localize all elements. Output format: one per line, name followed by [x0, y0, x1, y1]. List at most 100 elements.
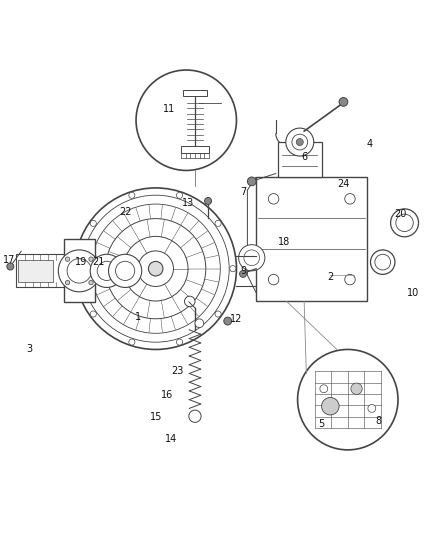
Polygon shape	[219, 257, 229, 269]
Circle shape	[58, 250, 100, 292]
Text: 14: 14	[165, 434, 177, 444]
Bar	[16, 254, 77, 287]
Circle shape	[345, 193, 355, 204]
Polygon shape	[166, 196, 178, 207]
Polygon shape	[133, 330, 145, 341]
Circle shape	[321, 398, 339, 415]
Circle shape	[339, 98, 348, 106]
Text: 4: 4	[367, 139, 373, 149]
Polygon shape	[217, 279, 228, 292]
Circle shape	[224, 317, 232, 325]
Text: 17: 17	[3, 255, 16, 265]
Polygon shape	[155, 333, 167, 342]
Circle shape	[320, 385, 328, 393]
Circle shape	[345, 274, 355, 285]
Circle shape	[215, 311, 221, 317]
Circle shape	[375, 254, 391, 270]
Polygon shape	[86, 289, 98, 302]
Circle shape	[65, 280, 70, 285]
Text: 23: 23	[171, 366, 184, 376]
Polygon shape	[83, 246, 94, 259]
Circle shape	[97, 261, 117, 280]
Polygon shape	[194, 314, 208, 328]
Circle shape	[268, 193, 279, 204]
Circle shape	[75, 188, 237, 350]
Text: 18: 18	[279, 238, 291, 247]
Circle shape	[90, 220, 96, 227]
Circle shape	[67, 259, 92, 283]
Circle shape	[184, 296, 195, 306]
Circle shape	[89, 280, 93, 285]
Text: 3: 3	[26, 344, 32, 354]
Text: 22: 22	[119, 207, 131, 217]
Circle shape	[189, 410, 201, 422]
Bar	[256, 177, 367, 302]
Circle shape	[351, 383, 362, 394]
Circle shape	[116, 261, 135, 280]
Polygon shape	[96, 306, 110, 321]
Text: 13: 13	[182, 198, 194, 208]
Text: 19: 19	[75, 257, 88, 267]
Polygon shape	[208, 298, 221, 312]
Text: 15: 15	[149, 412, 162, 422]
Text: 6: 6	[301, 152, 307, 163]
Circle shape	[90, 311, 96, 317]
Circle shape	[296, 139, 303, 146]
Text: 10: 10	[407, 288, 420, 298]
Bar	[18, 260, 53, 282]
Circle shape	[215, 220, 221, 227]
Circle shape	[124, 236, 188, 301]
Circle shape	[90, 254, 124, 287]
Circle shape	[205, 198, 212, 205]
Bar	[278, 142, 321, 177]
Text: 21: 21	[93, 257, 105, 267]
Circle shape	[148, 261, 163, 276]
Circle shape	[297, 350, 398, 450]
Circle shape	[136, 70, 237, 171]
Bar	[183, 90, 207, 96]
Polygon shape	[185, 203, 199, 216]
Text: 24: 24	[337, 179, 350, 189]
Polygon shape	[64, 239, 95, 302]
Circle shape	[230, 265, 236, 272]
Circle shape	[286, 128, 314, 156]
Polygon shape	[176, 326, 189, 338]
Circle shape	[65, 257, 70, 261]
Circle shape	[391, 209, 419, 237]
Circle shape	[7, 263, 14, 270]
Text: 11: 11	[162, 104, 175, 114]
Bar	[181, 146, 209, 153]
Text: 9: 9	[240, 266, 246, 276]
Circle shape	[129, 192, 135, 198]
Circle shape	[177, 192, 183, 198]
Circle shape	[91, 204, 220, 333]
Text: 8: 8	[375, 416, 381, 426]
Circle shape	[244, 250, 260, 265]
Circle shape	[109, 254, 142, 287]
Circle shape	[138, 251, 173, 286]
Bar	[132, 206, 155, 212]
Polygon shape	[104, 209, 118, 223]
Polygon shape	[82, 269, 92, 280]
Circle shape	[195, 319, 204, 328]
Circle shape	[292, 134, 307, 150]
Circle shape	[75, 265, 81, 272]
Circle shape	[106, 219, 206, 319]
Circle shape	[240, 270, 247, 277]
Polygon shape	[90, 225, 103, 239]
Circle shape	[368, 405, 376, 413]
Text: 16: 16	[160, 390, 173, 400]
Circle shape	[89, 257, 93, 261]
Circle shape	[239, 245, 265, 271]
Bar	[137, 212, 145, 215]
Text: 20: 20	[394, 209, 406, 219]
Circle shape	[177, 339, 183, 345]
Polygon shape	[201, 217, 215, 231]
Text: 2: 2	[327, 272, 333, 282]
Circle shape	[371, 250, 395, 274]
Polygon shape	[144, 195, 155, 205]
Circle shape	[396, 214, 413, 231]
Circle shape	[247, 177, 256, 185]
Text: 5: 5	[318, 419, 325, 429]
Text: 7: 7	[240, 187, 246, 197]
